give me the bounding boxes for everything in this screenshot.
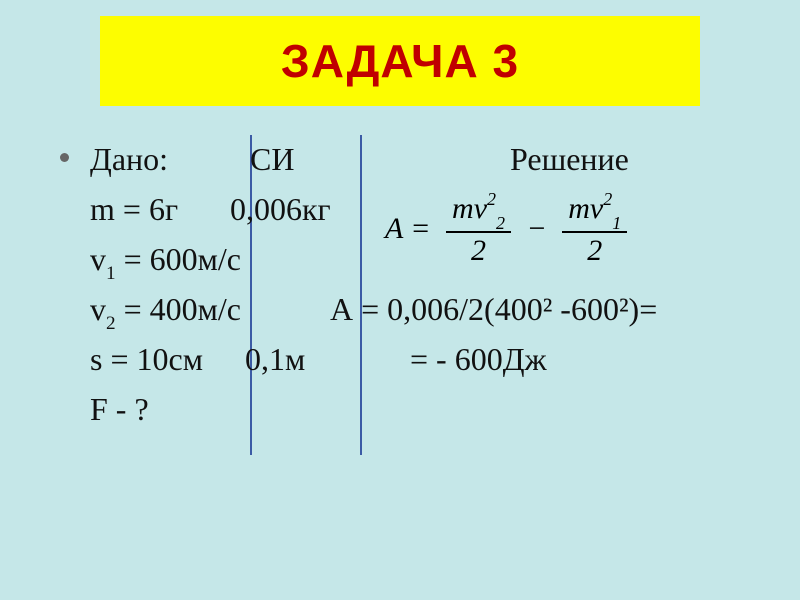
fraction-mv1: mv21 2 (562, 192, 627, 266)
s-value: s = 10см (90, 335, 203, 385)
header-row: Дано: СИ Решение (50, 135, 770, 185)
header-si: СИ (250, 135, 294, 185)
work-formula: A = mv22 2 − mv21 2 (385, 192, 631, 266)
num1-sub: 2 (496, 213, 505, 233)
num1-sup: 2 (487, 189, 496, 209)
fraction-mv2: mv22 2 (446, 192, 511, 266)
num1-mv: mv (452, 192, 487, 225)
header-solution: Решение (510, 135, 629, 185)
row-v2: v2 = 400м/с А = 0,006/2(400² -600²)= (50, 285, 770, 335)
calc-line: А = 0,006/2(400² -600²)= (330, 285, 657, 335)
m-value: m = 6г (90, 185, 178, 235)
problem-title: ЗАДАЧА 3 (281, 34, 519, 88)
v1-pre: v (90, 241, 106, 277)
v1-value: v1 = 600м/с (90, 235, 241, 287)
num2-sup: 2 (603, 189, 612, 209)
row-s: s = 10см 0,1м = - 600Дж (50, 335, 770, 385)
v1-sub: 1 (106, 263, 116, 284)
num2-mv: mv (568, 192, 603, 225)
content-area: Дано: СИ Решение m = 6г 0,006кг v1 = 600… (50, 135, 770, 435)
s-si: 0,1м (245, 335, 305, 385)
v1-post: = 600м/с (116, 241, 241, 277)
title-bar: ЗАДАЧА 3 (100, 16, 700, 106)
header-given: Дано: (90, 135, 168, 185)
formula-lhs: A = (385, 212, 431, 246)
v2-sub: 2 (106, 313, 116, 334)
v2-pre: v (90, 291, 106, 327)
num2-sub: 1 (612, 213, 621, 233)
row-f: F - ? (50, 385, 770, 435)
m-si: 0,006кг (230, 185, 331, 235)
f-unknown: F - ? (90, 385, 149, 435)
v2-post: = 400м/с (116, 291, 241, 327)
den2: 2 (562, 233, 627, 267)
den1: 2 (446, 233, 511, 267)
formula-minus: − (523, 212, 551, 246)
v2-value: v2 = 400м/с (90, 285, 241, 337)
result-line: = - 600Дж (410, 335, 547, 385)
